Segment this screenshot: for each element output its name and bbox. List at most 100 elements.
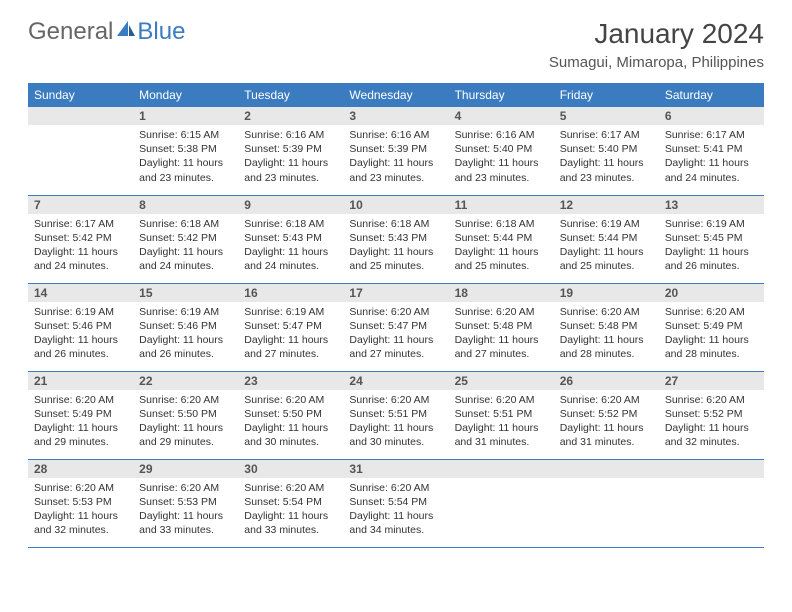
calendar-week-row: 28Sunrise: 6:20 AMSunset: 5:53 PMDayligh… [28, 459, 764, 547]
day-number: 4 [449, 107, 554, 125]
calendar-day-cell: 12Sunrise: 6:19 AMSunset: 5:44 PMDayligh… [554, 195, 659, 283]
day-details: Sunrise: 6:20 AMSunset: 5:49 PMDaylight:… [659, 302, 764, 368]
day-details: Sunrise: 6:17 AMSunset: 5:40 PMDaylight:… [554, 125, 659, 191]
calendar-day-cell: 29Sunrise: 6:20 AMSunset: 5:53 PMDayligh… [133, 459, 238, 547]
day-details: Sunrise: 6:20 AMSunset: 5:47 PMDaylight:… [343, 302, 448, 368]
day-number: 24 [343, 372, 448, 390]
calendar-day-cell: 8Sunrise: 6:18 AMSunset: 5:42 PMDaylight… [133, 195, 238, 283]
day-number: 21 [28, 372, 133, 390]
day-details: Sunrise: 6:20 AMSunset: 5:54 PMDaylight:… [343, 478, 448, 544]
day-number: 13 [659, 196, 764, 214]
calendar-week-row: 21Sunrise: 6:20 AMSunset: 5:49 PMDayligh… [28, 371, 764, 459]
calendar-day-cell: 4Sunrise: 6:16 AMSunset: 5:40 PMDaylight… [449, 107, 554, 195]
day-number: 22 [133, 372, 238, 390]
calendar-day-cell: 23Sunrise: 6:20 AMSunset: 5:50 PMDayligh… [238, 371, 343, 459]
day-details: Sunrise: 6:17 AMSunset: 5:42 PMDaylight:… [28, 214, 133, 280]
calendar-day-cell: 31Sunrise: 6:20 AMSunset: 5:54 PMDayligh… [343, 459, 448, 547]
day-number: 2 [238, 107, 343, 125]
day-number: 20 [659, 284, 764, 302]
day-number: 3 [343, 107, 448, 125]
page-title: January 2024 [549, 18, 764, 50]
calendar-day-cell: 22Sunrise: 6:20 AMSunset: 5:50 PMDayligh… [133, 371, 238, 459]
day-number: 10 [343, 196, 448, 214]
calendar-day-cell: 28Sunrise: 6:20 AMSunset: 5:53 PMDayligh… [28, 459, 133, 547]
calendar-day-cell: 16Sunrise: 6:19 AMSunset: 5:47 PMDayligh… [238, 283, 343, 371]
calendar-day-cell: 17Sunrise: 6:20 AMSunset: 5:47 PMDayligh… [343, 283, 448, 371]
weekday-header: Friday [554, 83, 659, 107]
day-details: Sunrise: 6:20 AMSunset: 5:50 PMDaylight:… [133, 390, 238, 456]
title-block: January 2024 Sumagui, Mimaropa, Philippi… [549, 18, 764, 71]
day-details: Sunrise: 6:18 AMSunset: 5:43 PMDaylight:… [238, 214, 343, 280]
day-details: Sunrise: 6:20 AMSunset: 5:48 PMDaylight:… [554, 302, 659, 368]
calendar-day-cell: 15Sunrise: 6:19 AMSunset: 5:46 PMDayligh… [133, 283, 238, 371]
day-details: Sunrise: 6:19 AMSunset: 5:44 PMDaylight:… [554, 214, 659, 280]
day-number: 23 [238, 372, 343, 390]
day-details: Sunrise: 6:20 AMSunset: 5:52 PMDaylight:… [554, 390, 659, 456]
weekday-header: Sunday [28, 83, 133, 107]
calendar-day-cell: 2Sunrise: 6:16 AMSunset: 5:39 PMDaylight… [238, 107, 343, 195]
day-number: 12 [554, 196, 659, 214]
logo: General Blue [28, 18, 185, 46]
empty-day-header [449, 460, 554, 478]
day-number: 28 [28, 460, 133, 478]
weekday-header-row: Sunday Monday Tuesday Wednesday Thursday… [28, 83, 764, 107]
calendar-day-cell: 19Sunrise: 6:20 AMSunset: 5:48 PMDayligh… [554, 283, 659, 371]
calendar-day-cell [659, 459, 764, 547]
day-details: Sunrise: 6:20 AMSunset: 5:53 PMDaylight:… [133, 478, 238, 544]
empty-day-header [659, 460, 764, 478]
empty-day-header [28, 107, 133, 125]
calendar-week-row: 7Sunrise: 6:17 AMSunset: 5:42 PMDaylight… [28, 195, 764, 283]
day-details: Sunrise: 6:16 AMSunset: 5:40 PMDaylight:… [449, 125, 554, 191]
day-number: 31 [343, 460, 448, 478]
weekday-header: Thursday [449, 83, 554, 107]
logo-text-blue: Blue [137, 18, 185, 46]
day-details: Sunrise: 6:20 AMSunset: 5:49 PMDaylight:… [28, 390, 133, 456]
day-details: Sunrise: 6:18 AMSunset: 5:44 PMDaylight:… [449, 214, 554, 280]
day-number: 11 [449, 196, 554, 214]
calendar-day-cell: 25Sunrise: 6:20 AMSunset: 5:51 PMDayligh… [449, 371, 554, 459]
weekday-header: Saturday [659, 83, 764, 107]
calendar-week-row: 14Sunrise: 6:19 AMSunset: 5:46 PMDayligh… [28, 283, 764, 371]
day-number: 25 [449, 372, 554, 390]
day-details: Sunrise: 6:19 AMSunset: 5:45 PMDaylight:… [659, 214, 764, 280]
calendar-day-cell: 5Sunrise: 6:17 AMSunset: 5:40 PMDaylight… [554, 107, 659, 195]
day-number: 19 [554, 284, 659, 302]
calendar-day-cell [554, 459, 659, 547]
day-details: Sunrise: 6:15 AMSunset: 5:38 PMDaylight:… [133, 125, 238, 191]
day-details: Sunrise: 6:20 AMSunset: 5:51 PMDaylight:… [449, 390, 554, 456]
calendar-day-cell: 14Sunrise: 6:19 AMSunset: 5:46 PMDayligh… [28, 283, 133, 371]
calendar-day-cell: 6Sunrise: 6:17 AMSunset: 5:41 PMDaylight… [659, 107, 764, 195]
calendar-day-cell: 3Sunrise: 6:16 AMSunset: 5:39 PMDaylight… [343, 107, 448, 195]
calendar-day-cell: 7Sunrise: 6:17 AMSunset: 5:42 PMDaylight… [28, 195, 133, 283]
day-details: Sunrise: 6:17 AMSunset: 5:41 PMDaylight:… [659, 125, 764, 191]
calendar-day-cell: 1Sunrise: 6:15 AMSunset: 5:38 PMDaylight… [133, 107, 238, 195]
day-details: Sunrise: 6:18 AMSunset: 5:42 PMDaylight:… [133, 214, 238, 280]
calendar-day-cell: 30Sunrise: 6:20 AMSunset: 5:54 PMDayligh… [238, 459, 343, 547]
day-details: Sunrise: 6:20 AMSunset: 5:50 PMDaylight:… [238, 390, 343, 456]
day-number: 15 [133, 284, 238, 302]
calendar-day-cell [449, 459, 554, 547]
day-details: Sunrise: 6:19 AMSunset: 5:47 PMDaylight:… [238, 302, 343, 368]
day-number: 18 [449, 284, 554, 302]
day-details: Sunrise: 6:18 AMSunset: 5:43 PMDaylight:… [343, 214, 448, 280]
day-number: 5 [554, 107, 659, 125]
calendar-day-cell: 20Sunrise: 6:20 AMSunset: 5:49 PMDayligh… [659, 283, 764, 371]
day-details: Sunrise: 6:16 AMSunset: 5:39 PMDaylight:… [238, 125, 343, 191]
day-number: 30 [238, 460, 343, 478]
day-number: 29 [133, 460, 238, 478]
day-details: Sunrise: 6:19 AMSunset: 5:46 PMDaylight:… [28, 302, 133, 368]
header: General Blue January 2024 Sumagui, Mimar… [28, 18, 764, 71]
calendar-body: 1Sunrise: 6:15 AMSunset: 5:38 PMDaylight… [28, 107, 764, 547]
logo-sail-icon [115, 18, 137, 46]
day-number: 14 [28, 284, 133, 302]
calendar-day-cell: 24Sunrise: 6:20 AMSunset: 5:51 PMDayligh… [343, 371, 448, 459]
weekday-header: Monday [133, 83, 238, 107]
day-number: 7 [28, 196, 133, 214]
calendar-day-cell: 11Sunrise: 6:18 AMSunset: 5:44 PMDayligh… [449, 195, 554, 283]
calendar-day-cell: 27Sunrise: 6:20 AMSunset: 5:52 PMDayligh… [659, 371, 764, 459]
day-number: 16 [238, 284, 343, 302]
day-details: Sunrise: 6:20 AMSunset: 5:54 PMDaylight:… [238, 478, 343, 544]
calendar-day-cell: 18Sunrise: 6:20 AMSunset: 5:48 PMDayligh… [449, 283, 554, 371]
weekday-header: Wednesday [343, 83, 448, 107]
empty-day-header [554, 460, 659, 478]
